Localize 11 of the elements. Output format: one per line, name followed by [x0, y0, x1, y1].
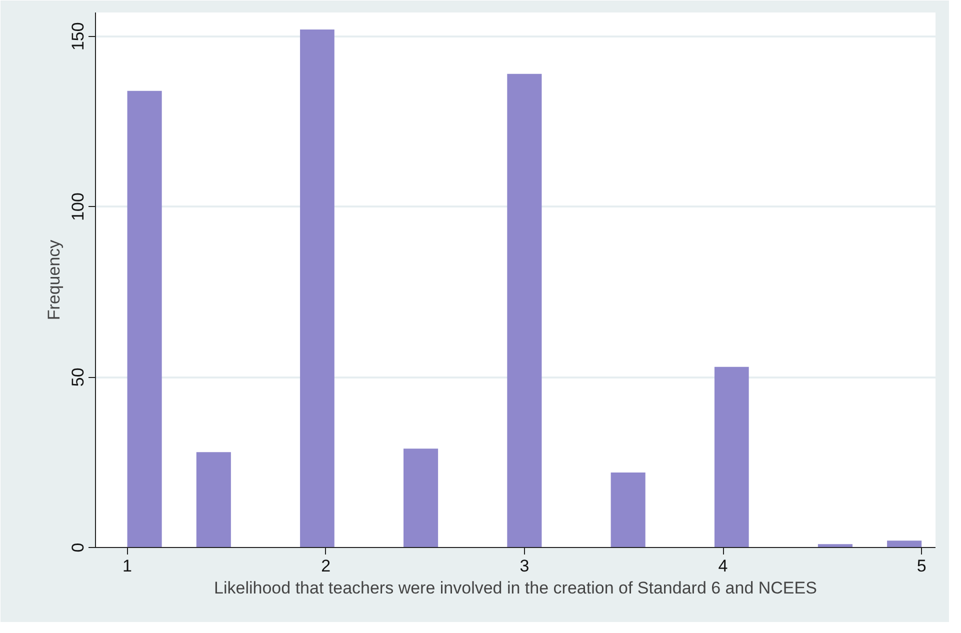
x-tick-label: 2 — [321, 556, 331, 576]
x-tick-label: 4 — [718, 556, 728, 576]
x-tick-label: 5 — [916, 556, 926, 576]
x-tick-label: 3 — [520, 556, 530, 576]
y-axis-title: Frequency — [44, 239, 64, 320]
y-tick-label: 150 — [68, 22, 88, 51]
x-tick-label: 1 — [122, 556, 132, 576]
y-tick-label: 0 — [68, 542, 88, 552]
y-tick-label: 100 — [68, 192, 88, 221]
x-axis-title: Likelihood that teachers were involved in the creation of Standard 6 and NCEES — [214, 578, 817, 598]
y-tick-label: 50 — [68, 368, 88, 387]
